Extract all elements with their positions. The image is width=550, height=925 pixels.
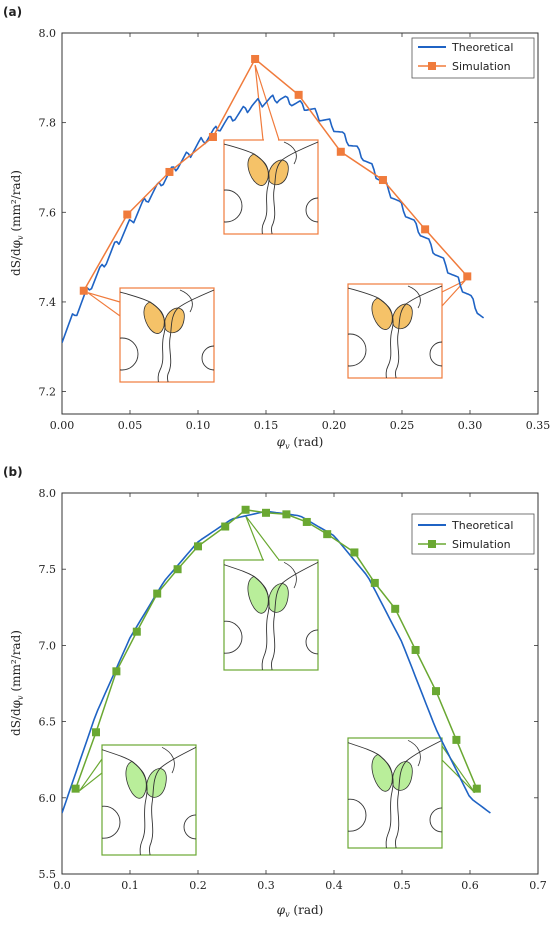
- x-tick-label-a-7: 0.35: [526, 419, 550, 432]
- simulation-point-b-7: [221, 523, 229, 531]
- x-tick-label-a-0: 0.00: [50, 419, 75, 432]
- x-tick-label-a-2: 0.10: [186, 419, 211, 432]
- legend-b: Theoretical Simulation: [412, 514, 534, 554]
- y-tick-label-a-2: 7.6: [39, 206, 57, 219]
- y-axis-label-b: dS/dφv (mm²/rad): [9, 630, 25, 736]
- panel-label-b: (b): [3, 465, 23, 479]
- inset-pointer-a-2: [442, 280, 465, 306]
- inset-pointer-b-0: [80, 759, 102, 791]
- simulation-point-b-8: [242, 506, 250, 514]
- inset-pointer-b-1: [246, 516, 279, 560]
- simulation-point-a-1: [123, 211, 131, 219]
- insets-b: [80, 516, 475, 862]
- simulation-point-b-17: [432, 687, 440, 695]
- simulation-point-b-16: [412, 646, 420, 654]
- inset-a-0: [106, 288, 226, 388]
- simulation-point-a-6: [337, 148, 345, 156]
- inset-a-2-frame: [348, 284, 442, 378]
- simulation-point-b-19: [473, 785, 481, 793]
- simulation-point-b-14: [371, 579, 379, 587]
- legend-label-theoretical-a: Theoretical: [451, 41, 513, 54]
- simulation-point-b-18: [452, 736, 460, 744]
- y-tick-label-b-2: 6.5: [39, 716, 57, 729]
- simulation-point-b-10: [282, 510, 290, 518]
- insets-a: [88, 65, 466, 388]
- inset-b-0: [88, 745, 208, 862]
- simulation-point-b-5: [174, 565, 182, 573]
- inset-a-1: [210, 140, 330, 240]
- x-tick-label-b-1: 0.1: [121, 879, 139, 892]
- simulation-point-b-13: [350, 548, 358, 556]
- x-tick-label-a-4: 0.20: [322, 419, 347, 432]
- legend-a: Theoretical Simulation: [412, 38, 534, 78]
- simulation-point-a-9: [463, 272, 471, 280]
- inset-pointer-b-2: [442, 746, 475, 793]
- simulation-point-b-11: [303, 518, 311, 526]
- y-tick-label-b-5: 8.0: [39, 487, 57, 500]
- y-tick-label-a-1: 7.4: [39, 296, 57, 309]
- y-tick-label-b-3: 7.0: [39, 639, 57, 652]
- simulation-point-b-9: [262, 509, 270, 517]
- simulation-point-b-0: [72, 785, 80, 793]
- legend-label-simulation-b: Simulation: [452, 538, 511, 551]
- simulation-point-a-4: [251, 55, 259, 63]
- x-axis-label-a: φv (rad): [277, 435, 324, 451]
- y-tick-label-a-3: 7.8: [39, 117, 57, 130]
- inset-b-2-frame: [348, 738, 442, 848]
- inset-b-1-frame: [224, 560, 318, 670]
- legend-marker-simulation-b: [428, 540, 436, 548]
- simulation-point-a-3: [209, 133, 217, 141]
- legend-marker-simulation-a: [428, 62, 436, 70]
- simulation-point-b-6: [194, 542, 202, 550]
- x-tick-label-a-5: 0.25: [390, 419, 415, 432]
- simulation-point-a-0: [80, 287, 88, 295]
- x-tick-label-b-5: 0.5: [393, 879, 411, 892]
- x-axis-label-b: φv (rad): [277, 903, 324, 919]
- y-tick-label-a-0: 7.2: [39, 386, 57, 399]
- x-tick-label-b-6: 0.6: [461, 879, 479, 892]
- inset-pointer-a-0: [88, 293, 120, 316]
- x-tick-label-a-3: 0.15: [254, 419, 279, 432]
- x-tick-label-a-6: 0.30: [458, 419, 483, 432]
- simulation-point-a-7: [379, 176, 387, 184]
- simulation-point-b-1: [92, 728, 100, 736]
- inset-b-2: [334, 738, 454, 855]
- inset-b-0-frame: [102, 745, 196, 855]
- y-tick-label-b-0: 5.5: [39, 868, 57, 881]
- x-tick-label-b-2: 0.2: [189, 879, 207, 892]
- inset-a-0-frame: [120, 288, 214, 382]
- x-tick-label-b-7: 0.7: [529, 879, 547, 892]
- legend-label-theoretical-b: Theoretical: [451, 519, 513, 532]
- panel-label-a: (a): [3, 5, 22, 19]
- x-tick-label-b-3: 0.3: [257, 879, 275, 892]
- legend-label-simulation-a: Simulation: [452, 60, 511, 73]
- y-tick-label-b-1: 6.0: [39, 792, 57, 805]
- simulation-point-a-2: [165, 168, 173, 176]
- inset-a-1-frame: [224, 140, 318, 234]
- simulation-point-b-3: [133, 628, 141, 636]
- x-tick-label-a-1: 0.05: [118, 419, 143, 432]
- chart-panel-a: (a) 0.00 0.05 0.10 0.15 0.20 0.25 0.30 0.35 7.2 7…: [3, 5, 550, 451]
- x-tick-label-b-4: 0.4: [325, 879, 343, 892]
- simulation-point-b-2: [112, 667, 120, 675]
- simulation-point-b-15: [391, 605, 399, 613]
- inset-a-2: [334, 284, 454, 384]
- simulation-point-b-4: [153, 590, 161, 598]
- simulation-point-b-12: [323, 530, 331, 538]
- simulation-point-a-8: [421, 225, 429, 233]
- y-axis-label-a: dS/dφv (mm²/rad): [9, 170, 25, 276]
- y-tick-label-b-4: 7.5: [39, 563, 57, 576]
- simulation-point-a-5: [295, 91, 303, 99]
- y-tick-label-a-4: 8.0: [39, 27, 57, 40]
- inset-b-1: [210, 560, 330, 677]
